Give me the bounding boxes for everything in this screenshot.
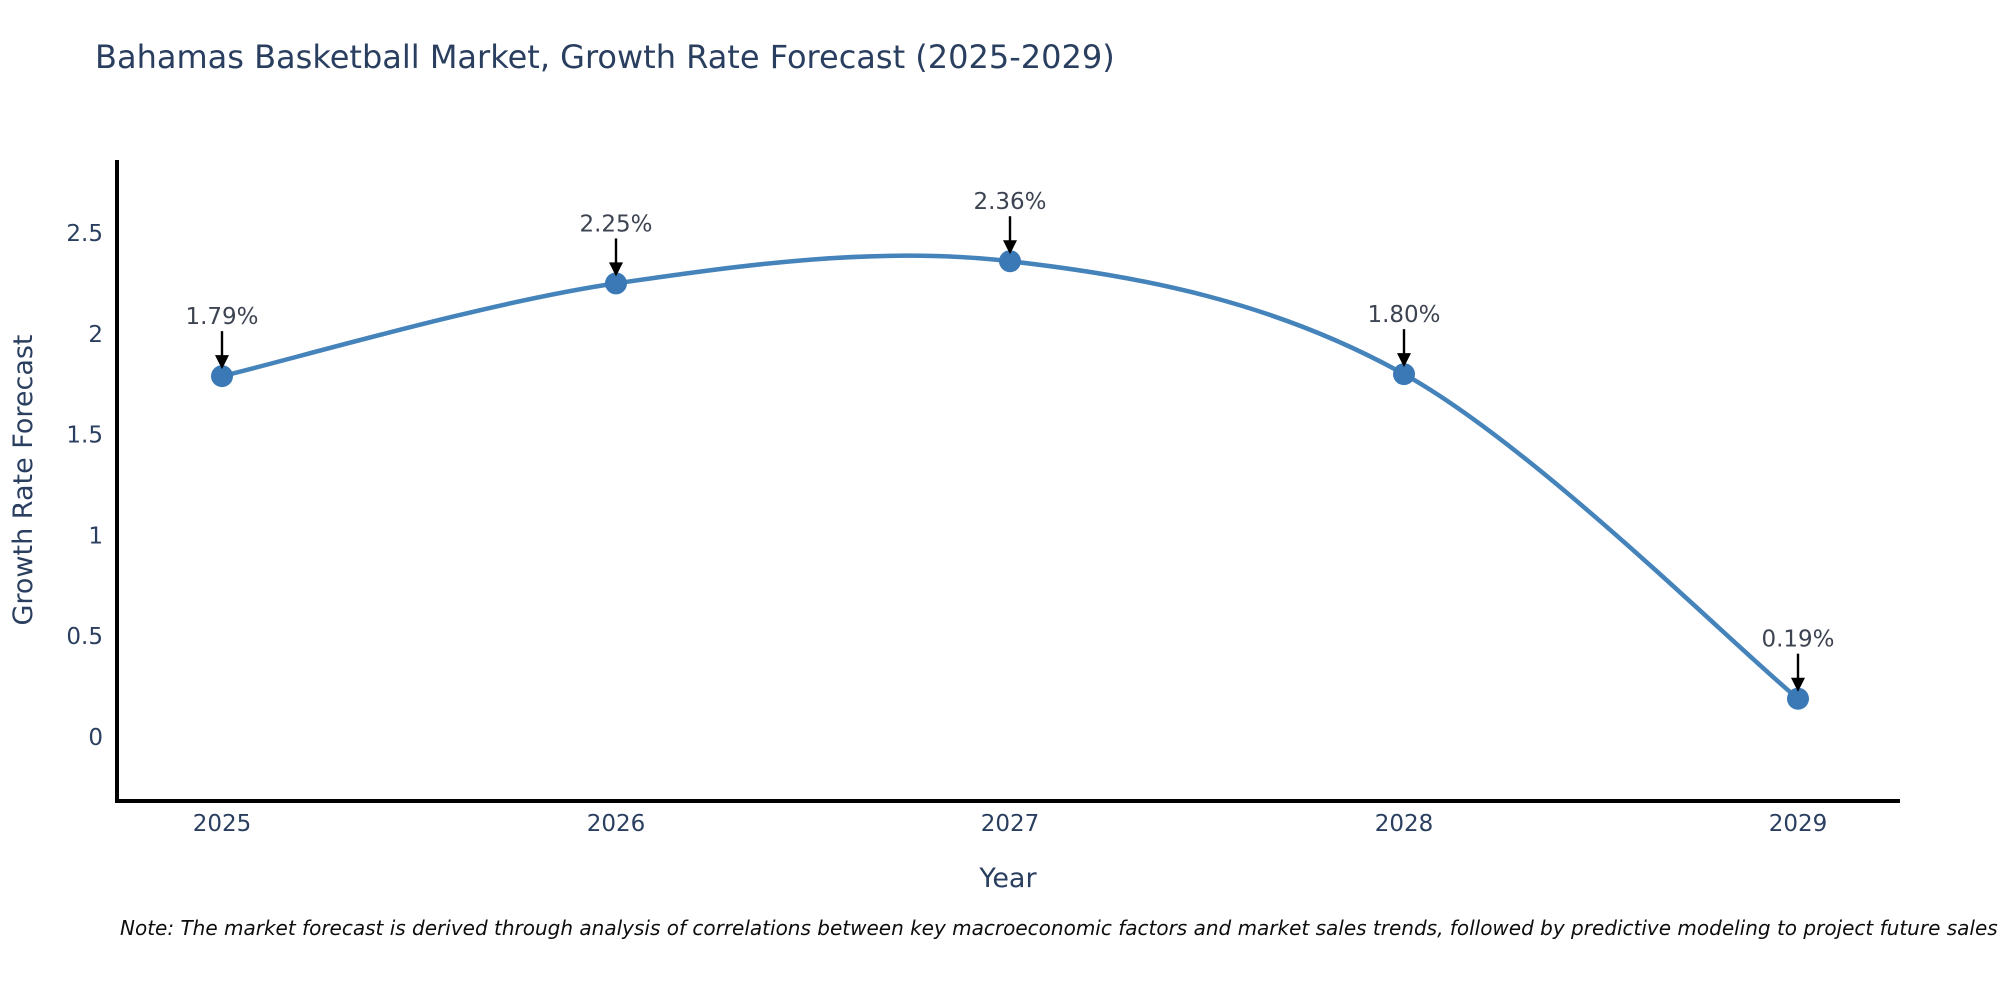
x-tick-2026: 2026 <box>587 811 646 837</box>
data-label-2029: 0.19% <box>1761 627 1834 653</box>
trend-line <box>219 253 1801 701</box>
data-point-2027[interactable] <box>999 250 1021 273</box>
x-tick-2029: 2029 <box>1769 811 1828 837</box>
annotation-arrowhead <box>1791 677 1805 692</box>
x-tick-2025: 2025 <box>193 811 252 837</box>
y-tick-1.5: 1.5 <box>66 423 103 449</box>
chart-title: Bahamas Basketball Market, Growth Rate F… <box>95 38 1115 76</box>
data-point-markers <box>211 250 1809 710</box>
y-axis-title: Growth Rate Forecast <box>8 334 39 625</box>
y-tick-0: 0 <box>88 725 103 751</box>
annotation-arrowhead <box>609 262 623 277</box>
y-tick-1: 1 <box>88 523 103 549</box>
annotation-arrowhead <box>215 355 229 370</box>
footnote: Note: The market forecast is derived thr… <box>120 916 1998 940</box>
x-tick-2027: 2027 <box>981 811 1040 837</box>
y-axis-tick-labels: 0 0.5 1 1.5 2 2.5 <box>66 221 103 751</box>
data-label-2026: 2.25% <box>579 211 652 237</box>
x-tick-2028: 2028 <box>1375 811 1434 837</box>
data-point-2026[interactable] <box>605 272 627 295</box>
annotation-arrowhead <box>1003 240 1017 255</box>
data-point-2029[interactable] <box>1787 687 1809 710</box>
data-label-2025: 1.79% <box>185 304 258 330</box>
data-point-2028[interactable] <box>1393 363 1415 386</box>
data-point-2025[interactable] <box>211 365 233 388</box>
y-tick-0.5: 0.5 <box>66 624 103 650</box>
y-tick-2: 2 <box>88 322 103 348</box>
data-label-2027: 2.36% <box>973 189 1046 215</box>
data-label-2028: 1.80% <box>1367 302 1440 328</box>
y-tick-2.5: 2.5 <box>66 221 103 247</box>
annotation-arrowhead <box>1397 353 1411 368</box>
annotations-layer: 1.79% 2.25% 2.36% 1.80% 0.19% <box>185 189 1835 692</box>
x-axis-tick-labels: 2025 2026 2027 2028 2029 <box>193 811 1828 837</box>
x-axis-title: Year <box>978 863 1037 894</box>
